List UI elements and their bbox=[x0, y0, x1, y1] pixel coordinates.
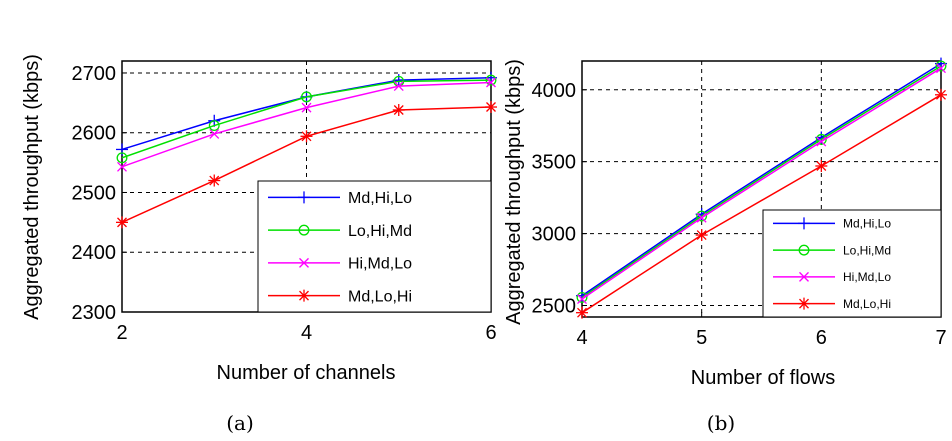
chart-a-point-hi-md-lo bbox=[486, 77, 496, 88]
chart-a-y-tick-label: 2700 bbox=[72, 63, 117, 85]
chart-b-legend-box bbox=[762, 209, 942, 318]
chart-b-legend-label: Md,Hi,Lo bbox=[843, 217, 891, 231]
chart-b-y-tick-label: 3500 bbox=[532, 152, 577, 174]
chart-a-x-tick-label: 2 bbox=[116, 322, 127, 344]
chart-a-point-md-lo-hi bbox=[485, 101, 497, 114]
chart-a-legend-box bbox=[257, 180, 492, 313]
chart-a-series-hi-md-lo bbox=[117, 77, 496, 172]
chart-b-legend-label: Md,Lo,Hi bbox=[843, 297, 891, 311]
chart-a-series-md-lo-hi bbox=[116, 101, 497, 229]
chart-b-point-md-lo-hi bbox=[576, 306, 588, 319]
chart-b-point-md-lo-hi bbox=[935, 88, 947, 101]
chart-a-point-lo-hi-md bbox=[116, 152, 128, 164]
chart-b-point-hi-md-lo bbox=[936, 63, 946, 74]
chart-a-legend-marker bbox=[298, 191, 310, 204]
chart-b-line-lo-hi-md bbox=[581, 65, 942, 299]
chart-b-x-tick-label: 6 bbox=[816, 327, 827, 349]
chart-b-point-lo-hi-md bbox=[935, 60, 947, 72]
chart-a-point-md-lo-hi bbox=[208, 174, 221, 187]
chart-a-legend-label: Md,Lo,Hi bbox=[348, 288, 412, 305]
chart-a-y-axis-label: Aggregated throughput (kbps) bbox=[21, 54, 43, 320]
chart-a-point-md-lo-hi bbox=[300, 130, 313, 143]
chart-a-point-hi-md-lo bbox=[209, 128, 220, 139]
chart-a-point-lo-hi-md bbox=[301, 91, 312, 103]
chart-a-x-tick-label: 4 bbox=[301, 322, 312, 344]
chart-b-ticks: 4 5 6 7 2500 3000 3500 4000 bbox=[532, 80, 947, 349]
chart-b-point-hi-md-lo bbox=[816, 136, 827, 147]
chart-a-y-tick-label: 2600 bbox=[72, 123, 117, 145]
chart-a-series-lo-hi-md bbox=[116, 74, 497, 164]
chart-a-ticks: 2 4 6 2300 2400 2500 2600 2700 bbox=[72, 63, 497, 344]
chart-a-line-lo-hi-md bbox=[121, 79, 492, 159]
chart-b-legend-label: Hi,Md,Lo bbox=[843, 270, 891, 284]
chart-a-y-tick-label: 2400 bbox=[72, 242, 117, 264]
chart-a-point-lo-hi-md bbox=[208, 120, 220, 131]
chart-a-legend: Md,Hi,Lo Lo,Hi,Md Hi,Md,Lo Md,Lo,Hi bbox=[257, 180, 492, 313]
chart-b-point-hi-md-lo bbox=[577, 294, 587, 304]
chart-a-y-tick-label: 2300 bbox=[72, 302, 117, 324]
chart-b-line-hi-md-lo bbox=[581, 67, 942, 300]
chart-b-y-tick-label: 4000 bbox=[532, 80, 577, 102]
chart-b-point-md-lo-hi bbox=[815, 159, 828, 172]
chart-b-point-md-lo-hi bbox=[695, 229, 708, 242]
chart-b-legend-label: Lo,Hi,Md bbox=[843, 243, 891, 257]
chart-a-point-hi-md-lo bbox=[393, 81, 404, 92]
chart-b-series-md-lo-hi bbox=[576, 88, 947, 319]
chart-b-gridlines bbox=[582, 61, 941, 317]
chart-a-x-tick-label: 6 bbox=[485, 322, 496, 344]
chart-a-x-axis-label: Number of channels bbox=[217, 362, 396, 384]
chart-a: 2 4 6 2300 2400 2500 2600 2700 Number of channe… bbox=[21, 54, 497, 435]
chart-b-legend: Md,Hi,Lo Lo,Hi,Md Hi,Md,Lo Md,Lo,Hi bbox=[762, 209, 942, 318]
chart-a-legend-marker bbox=[298, 289, 310, 302]
chart-a-y-tick-label: 2500 bbox=[72, 182, 117, 204]
chart-a-legend-marker bbox=[299, 257, 309, 268]
chart-a-series-group bbox=[116, 71, 497, 229]
chart-b-line-md-lo-hi bbox=[581, 94, 942, 314]
chart-b-legend-marker bbox=[798, 217, 810, 230]
chart-b-line-md-hi-lo bbox=[581, 62, 942, 297]
chart-b-legend-marker bbox=[799, 271, 809, 282]
chart-a-legend-label: Lo,Hi,Md bbox=[348, 223, 412, 240]
chart-b-series-group bbox=[576, 57, 947, 319]
chart-b-legend-marker bbox=[798, 297, 810, 310]
chart-a-legend-marker bbox=[298, 224, 310, 236]
chart-b-y-tick-label: 3000 bbox=[532, 224, 577, 246]
chart-a-legend-label: Md,Hi,Lo bbox=[348, 190, 412, 207]
chart-b-legend-marker bbox=[798, 244, 810, 256]
chart-b-series-lo-hi-md bbox=[576, 60, 947, 303]
chart-b-x-tick-label: 4 bbox=[576, 327, 587, 349]
chart-a-point-hi-md-lo bbox=[117, 161, 127, 172]
chart-b: 4 5 6 7 2500 3000 3500 4000 Number of flows Agg… bbox=[503, 57, 947, 435]
chart-a-point-lo-hi-md bbox=[485, 74, 497, 86]
chart-a-point-hi-md-lo bbox=[301, 102, 312, 113]
chart-b-point-lo-hi-md bbox=[576, 291, 588, 303]
chart-b-y-tick-label: 2500 bbox=[532, 295, 577, 317]
chart-b-point-hi-md-lo bbox=[696, 212, 707, 223]
chart-b-x-tick-label: 7 bbox=[935, 327, 946, 349]
chart-a-point-md-lo-hi bbox=[392, 104, 405, 117]
chart-b-series-hi-md-lo bbox=[577, 63, 946, 304]
chart-a-point-md-lo-hi bbox=[116, 216, 128, 229]
chart-a-caption: (a) bbox=[226, 411, 254, 435]
chart-b-point-lo-hi-md bbox=[696, 210, 708, 222]
chart-b-x-tick-label: 5 bbox=[696, 327, 707, 349]
chart-a-legend-label: Hi,Md,Lo bbox=[348, 256, 412, 273]
chart-b-y-axis-label: Aggregated throughput (kbps) bbox=[503, 59, 525, 325]
chart-b-x-axis-label: Number of flows bbox=[691, 367, 836, 389]
chart-b-caption: (b) bbox=[707, 411, 735, 435]
